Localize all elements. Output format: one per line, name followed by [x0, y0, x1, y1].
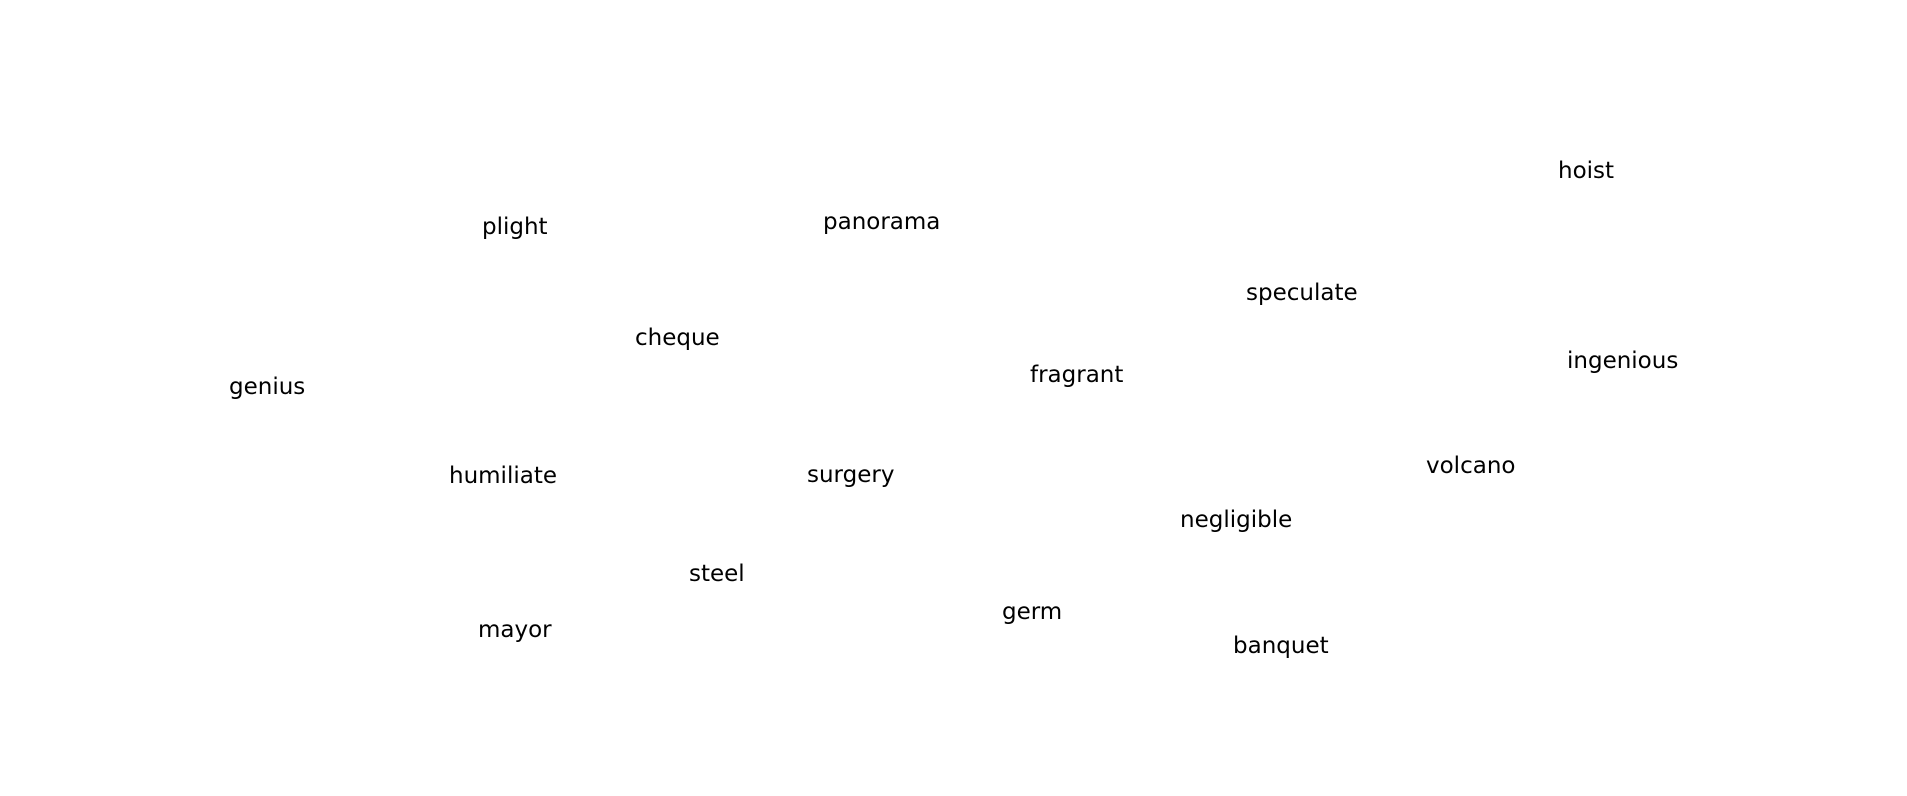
word-surgery: surgery — [807, 462, 895, 488]
word-cheque: cheque — [635, 325, 720, 351]
word-ingenious: ingenious — [1567, 348, 1679, 374]
word-steel: steel — [689, 561, 745, 587]
word-germ: germ — [1002, 599, 1063, 625]
word-panorama: panorama — [823, 209, 941, 235]
word-genius: genius — [229, 374, 306, 400]
word-fragrant: fragrant — [1030, 362, 1124, 388]
word-plight: plight — [482, 214, 548, 240]
word-speculate: speculate — [1246, 280, 1358, 306]
word-negligible: negligible — [1180, 507, 1293, 533]
word-volcano: volcano — [1426, 453, 1516, 479]
word-mayor: mayor — [478, 617, 552, 643]
word-hoist: hoist — [1558, 158, 1615, 184]
word-humiliate: humiliate — [449, 463, 557, 489]
word-banquet: banquet — [1233, 633, 1329, 659]
